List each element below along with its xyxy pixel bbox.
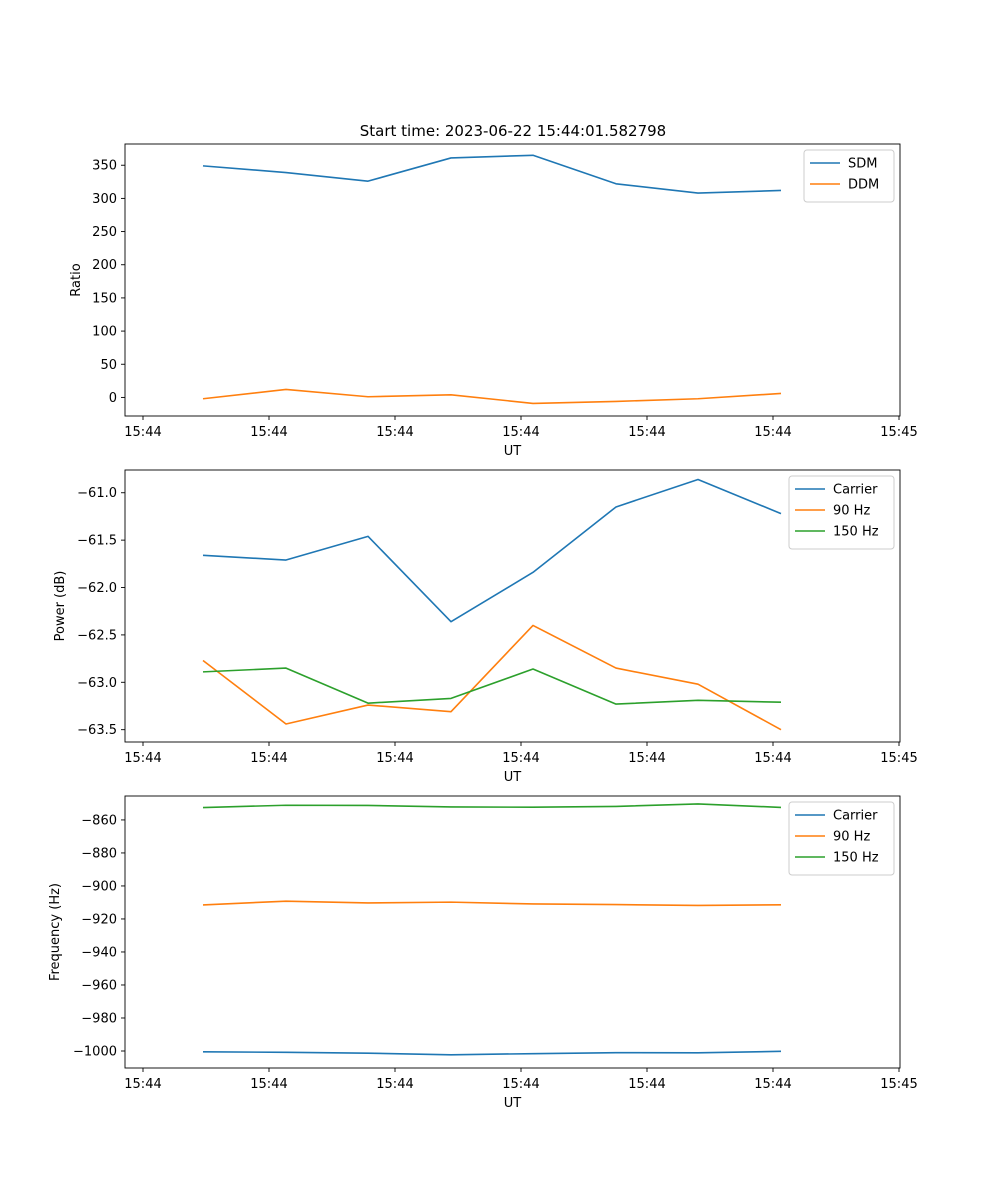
y-tick-label: −880 (81, 846, 117, 861)
y-tick-label: −61.5 (77, 534, 117, 549)
y-tick-label: 150 (92, 291, 117, 306)
legend-label: 90 Hz (833, 504, 870, 519)
x-axis-label: UT (504, 770, 522, 785)
series-line-150-hz (202, 667, 782, 705)
legend-label: Carrier (833, 483, 878, 498)
chart-panel-3: 15:44 15:44 15:44 15:44 15:44 15:44 15:45 −1000… (48, 795, 918, 1111)
series-line-150-hz (202, 803, 782, 809)
legend-label: DDM (848, 178, 879, 193)
y-tick-label: 200 (92, 258, 117, 273)
x-tick-label: 15:44 (124, 751, 161, 766)
x-tick-label: 15:44 (628, 1077, 665, 1092)
x-tick-label: 15:44 (502, 1077, 539, 1092)
x-axis-label: UT (504, 444, 522, 459)
x-tick-label: 15:44 (754, 751, 791, 766)
y-tick-label: −980 (81, 1011, 117, 1026)
x-tick-label: 15:44 (502, 425, 539, 440)
x-tick-label: 15:44 (628, 425, 665, 440)
y-axis-label: Power (dB) (53, 571, 68, 642)
x-tick-label: 15:44 (124, 425, 161, 440)
y-tick-label: −62.0 (77, 581, 117, 596)
x-axis-label: UT (504, 1096, 522, 1111)
legend-label: 150 Hz (833, 525, 879, 540)
legend-label: SDM (848, 157, 877, 172)
y-tick-label: −61.0 (77, 486, 117, 501)
series-line-90-hz (202, 624, 782, 731)
y-tick-label: −940 (81, 945, 117, 960)
y-tick-label: −960 (81, 978, 117, 993)
legend: Carrier 90 Hz 150 Hz (788, 801, 895, 876)
x-tick-label: 15:45 (880, 751, 917, 766)
legend: SDM DDM (803, 149, 895, 203)
axes-frame (124, 795, 901, 1069)
y-tick-label: 350 (92, 159, 117, 174)
x-tick-label: 15:44 (250, 425, 287, 440)
y-tick-label: 300 (92, 192, 117, 207)
y-tick-label: −1000 (73, 1045, 117, 1060)
y-tick-label: −62.5 (77, 628, 117, 643)
series-line-90-hz (202, 900, 782, 907)
series-line-ddm (202, 388, 782, 405)
x-tick-label: 15:44 (376, 425, 413, 440)
axes-frame (124, 469, 901, 743)
series-line-carrier (202, 1050, 782, 1056)
y-tick-label: −63.0 (77, 676, 117, 691)
series-line-sdm (202, 154, 782, 194)
legend: Carrier 90 Hz 150 Hz (788, 475, 895, 550)
legend-label: 150 Hz (833, 851, 879, 866)
y-tick-label: −63.5 (77, 723, 117, 738)
y-tick-label: −860 (81, 813, 117, 828)
x-tick-label: 15:44 (376, 1077, 413, 1092)
x-tick-label: 15:45 (880, 425, 917, 440)
chart-panel-1: 15:44 15:44 15:44 15:44 15:44 15:44 15:45 0 50 10… (69, 143, 918, 459)
plots: 15:44 15:44 15:44 15:44 15:44 15:44 15:45 0 50 10… (48, 143, 918, 1111)
x-tick-label: 15:44 (250, 751, 287, 766)
axes-frame (124, 143, 901, 417)
y-tick-label: −920 (81, 912, 117, 927)
x-tick-label: 15:44 (376, 751, 413, 766)
y-tick-label: 0 (109, 391, 117, 406)
x-tick-label: 15:44 (754, 425, 791, 440)
y-tick-label: −900 (81, 879, 117, 894)
x-tick-label: 15:44 (502, 751, 539, 766)
chart-panel-2: 15:44 15:44 15:44 15:44 15:44 15:44 15:45 −63.5… (53, 469, 918, 785)
y-axis-label: Frequency (Hz) (48, 883, 63, 981)
x-tick-label: 15:44 (628, 751, 665, 766)
series-line-carrier (202, 478, 782, 623)
x-tick-label: 15:45 (880, 1077, 917, 1092)
y-tick-label: 250 (92, 225, 117, 240)
y-axis-label: Ratio (69, 263, 84, 296)
x-tick-label: 15:44 (250, 1077, 287, 1092)
y-tick-label: 100 (92, 325, 117, 340)
x-tick-label: 15:44 (124, 1077, 161, 1092)
x-tick-label: 15:44 (754, 1077, 791, 1092)
y-tick-label: 50 (100, 358, 117, 373)
figure-title: Start time: 2023-06-22 15:44:01.582798 (360, 122, 666, 140)
legend-label: Carrier (833, 809, 878, 824)
legend-label: 90 Hz (833, 830, 870, 845)
